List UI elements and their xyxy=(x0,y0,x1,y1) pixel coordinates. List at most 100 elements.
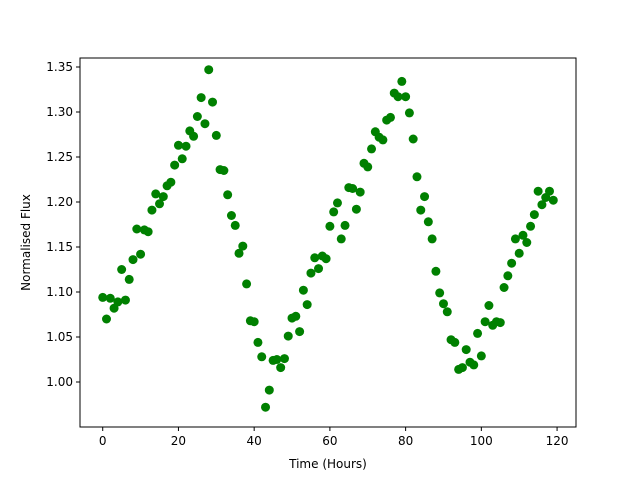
data-point xyxy=(480,317,490,327)
data-point xyxy=(196,93,206,103)
y-tick-label: 1.35 xyxy=(46,60,73,74)
data-point xyxy=(226,211,236,220)
data-point xyxy=(461,345,471,355)
data-point xyxy=(401,92,411,102)
data-point xyxy=(442,307,452,317)
data-point xyxy=(503,271,513,281)
data-point xyxy=(514,248,524,258)
x-tick-label: 120 xyxy=(546,434,569,448)
data-point xyxy=(431,266,441,276)
data-point xyxy=(548,195,558,205)
data-point xyxy=(124,274,134,284)
data-point xyxy=(192,112,202,121)
data-point xyxy=(522,238,532,247)
plot-frame xyxy=(79,57,577,428)
data-point xyxy=(499,283,509,292)
data-point xyxy=(105,293,115,303)
data-point xyxy=(272,355,282,364)
y-tick-label: 1.15 xyxy=(46,240,73,254)
data-point xyxy=(189,131,199,141)
data-point xyxy=(283,331,293,341)
data-point xyxy=(128,255,138,265)
data-point xyxy=(526,221,536,231)
data-point xyxy=(208,97,218,107)
data-point xyxy=(332,198,342,208)
data-point xyxy=(473,328,483,338)
data-point xyxy=(120,295,130,305)
data-point xyxy=(385,112,395,122)
data-point xyxy=(457,363,467,373)
data-point xyxy=(416,205,426,215)
data-point xyxy=(170,160,180,170)
data-point xyxy=(355,187,365,197)
data-point xyxy=(166,177,176,187)
data-point xyxy=(147,205,157,215)
data-point xyxy=(143,227,153,237)
x-tick-label: 20 xyxy=(171,434,186,448)
x-tick-label: 100 xyxy=(470,434,493,448)
data-point xyxy=(253,337,263,347)
data-point xyxy=(177,154,187,164)
data-point xyxy=(200,119,210,129)
data-point xyxy=(393,92,403,102)
data-point xyxy=(397,76,407,86)
data-point xyxy=(378,135,388,145)
data-point xyxy=(261,402,271,412)
data-point xyxy=(367,144,377,154)
data-point xyxy=(329,207,339,217)
data-point xyxy=(412,172,422,182)
data-point xyxy=(295,327,305,337)
data-point xyxy=(238,241,248,251)
data-points xyxy=(98,65,558,412)
data-point xyxy=(529,210,539,220)
data-point xyxy=(321,254,331,264)
data-point xyxy=(279,354,289,364)
data-point xyxy=(435,288,445,298)
data-point xyxy=(234,248,244,258)
data-point xyxy=(408,134,418,144)
y-tick-label: 1.00 xyxy=(46,375,73,389)
data-point xyxy=(151,189,161,199)
data-point xyxy=(298,285,308,295)
data-point xyxy=(533,186,543,196)
data-point xyxy=(438,299,448,309)
data-point xyxy=(450,337,460,347)
y-tick-label: 1.20 xyxy=(46,195,73,209)
data-point xyxy=(181,141,191,151)
x-tick-label: 80 xyxy=(398,434,413,448)
data-point xyxy=(136,249,146,259)
y-tick-label: 1.25 xyxy=(46,150,73,164)
data-point xyxy=(420,192,430,202)
y-axis-ticks: 1.00 1.05 1.10 1.15 1.20 1.25 1.30 1.35 xyxy=(46,60,80,389)
data-point xyxy=(230,220,240,230)
data-point xyxy=(98,292,108,302)
data-point xyxy=(173,140,183,150)
data-point xyxy=(484,301,494,310)
data-point xyxy=(363,162,373,172)
data-point xyxy=(423,217,433,227)
data-point xyxy=(204,65,214,75)
data-point xyxy=(306,268,316,278)
y-tick-label: 1.05 xyxy=(46,330,73,344)
data-point xyxy=(469,360,479,370)
data-point xyxy=(276,363,286,373)
data-point xyxy=(242,279,252,289)
data-point xyxy=(518,230,528,240)
data-point xyxy=(211,130,221,140)
data-point xyxy=(510,234,520,244)
y-tick-label: 1.30 xyxy=(46,105,73,119)
data-point xyxy=(427,234,437,244)
x-axis-label: Time (Hours) xyxy=(288,457,367,471)
data-point xyxy=(336,234,346,244)
y-tick-label: 1.10 xyxy=(46,285,73,299)
data-point xyxy=(291,311,301,321)
x-tick-label: 0 xyxy=(99,434,107,448)
data-point xyxy=(545,186,554,196)
x-tick-label: 40 xyxy=(247,434,262,448)
data-point xyxy=(340,220,350,230)
data-point xyxy=(348,184,358,193)
x-tick-label: 60 xyxy=(322,434,337,448)
x-axis-ticks: 0 20 40 60 80 100 120 xyxy=(99,427,569,448)
data-point xyxy=(219,166,229,175)
